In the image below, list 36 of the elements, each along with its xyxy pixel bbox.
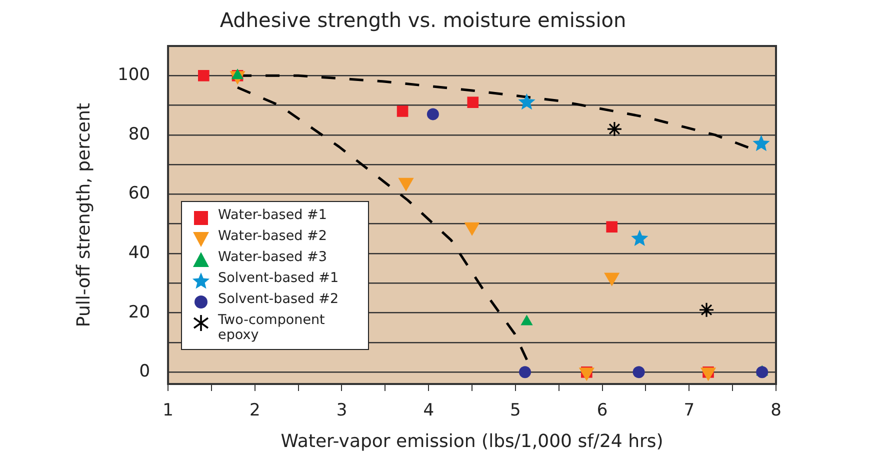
legend-label: Two-component epoxy xyxy=(218,311,326,344)
chart-title: Adhesive strength vs. moisture emission xyxy=(220,8,626,32)
point xyxy=(606,121,622,137)
y-tick-label: 60 xyxy=(128,184,150,204)
point xyxy=(519,366,532,378)
point xyxy=(698,302,714,318)
legend-label: Solvent-based #2 xyxy=(218,290,339,308)
point xyxy=(198,70,210,82)
x-axis-title: Water-vapor emission (lbs/1,000 sf/24 hrs) xyxy=(280,430,664,452)
point xyxy=(426,108,439,120)
x-tick-label: 2 xyxy=(249,400,260,421)
legend-label: Water-based #3 xyxy=(218,248,327,266)
x-tick-label: 5 xyxy=(510,400,521,421)
y-tick-label: 40 xyxy=(128,242,150,263)
y-axis-title: Pull-off strength, percent xyxy=(73,102,94,328)
legend-label: Water-based #2 xyxy=(218,227,327,244)
y-tick-label: 80 xyxy=(128,124,150,144)
legend-label: Water-based #1 xyxy=(218,206,327,224)
y-tick-label: 100 xyxy=(118,65,150,86)
x-tick-label: 4 xyxy=(423,400,434,421)
point xyxy=(632,366,645,378)
x-tick-label: 7 xyxy=(684,400,695,421)
x-tick-label: 8 xyxy=(770,400,782,421)
point xyxy=(396,106,408,117)
point xyxy=(467,96,479,108)
point xyxy=(606,221,618,233)
legend-label: Solvent-based #1 xyxy=(218,269,339,286)
point xyxy=(631,230,648,246)
x-tick-label: 6 xyxy=(596,400,608,421)
x-tick-label: 1 xyxy=(162,400,174,421)
point xyxy=(756,366,768,378)
y-tick-label: 20 xyxy=(128,302,150,322)
point xyxy=(752,134,770,152)
point xyxy=(518,93,536,110)
y-tick-label: 0 xyxy=(139,362,150,382)
x-tick-label: 3 xyxy=(336,400,348,421)
